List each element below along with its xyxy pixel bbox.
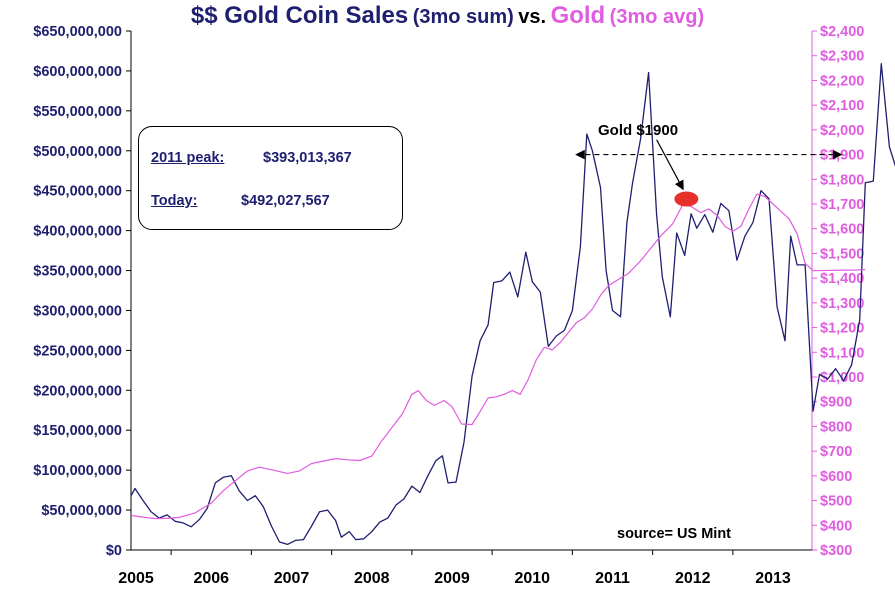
left-tick-label: $0 [106,543,122,559]
x-tick-label: 2008 [354,570,390,587]
left-tick-label: $650,000,000 [33,24,122,40]
chart-title: $$ Gold Coin Sales (3mo sum) vs. Gold (3… [0,2,895,30]
right-tick-label: $600 [820,469,852,485]
x-tick-label: 2012 [675,570,711,587]
right-tick-label: $300 [820,543,852,559]
right-tick-label: $2,000 [820,123,864,139]
gold-peak-marker [674,191,699,207]
right-tick-label: $1,100 [820,345,864,361]
peak-label: 2011 peak: [151,150,225,166]
x-tick-label: 2007 [274,570,310,587]
left-tick-label: $300,000,000 [33,303,122,319]
right-tick-label: $2,400 [820,24,864,40]
left-tick-label: $450,000,000 [33,184,122,200]
gold-1900-annotation: Gold $1900 [598,122,679,139]
today-value: $492,027,567 [241,193,330,209]
right-tick-label: $400 [820,518,852,534]
x-tick-label: 2005 [118,570,154,587]
right-tick-label: $1,700 [820,197,864,213]
title-sales: $$ Gold Coin Sales [190,2,409,29]
annotation-layer [575,139,843,207]
left-tick-label: $400,000,000 [33,224,122,240]
left-tick-label: $550,000,000 [33,104,122,120]
left-axis: $0 $50,000,000 $100,000,000 $150,000,000 $20… [33,24,132,559]
today-label: Today: [151,193,198,209]
right-tick-label: $2,100 [820,98,864,114]
series-layer [130,63,895,546]
source-note: source= US Mint [617,526,732,542]
right-axis: $300$400$500$600$700$800$900$1,000$1,100… [811,24,864,559]
left-tick-label: $150,000,000 [33,423,122,439]
right-tick-label: $1,300 [820,296,864,312]
left-tick-label: $200,000,000 [33,383,122,399]
x-tick-label: 2009 [434,570,470,587]
series-line-gold [130,193,866,520]
x-tick-label: 2013 [755,570,791,587]
peak-value: $393,013,367 [263,150,352,166]
right-tick-label: $800 [820,419,852,435]
info-box: 2011 peak: $393,013,367 Today: $492,027,… [138,126,403,230]
title-sales-sub: (3mo sum) [412,6,514,28]
right-tick-label: $900 [820,395,852,411]
left-tick-label: $600,000,000 [33,64,122,80]
title-gold-sub: (3mo avg) [609,6,705,28]
right-tick-label: $700 [820,444,852,460]
right-tick-label: $1,500 [820,246,864,262]
right-tick-label: $1,400 [820,271,864,287]
x-tick-label: 2010 [514,570,550,587]
left-tick-label: $350,000,000 [33,264,122,280]
left-tick-label: $50,000,000 [41,503,122,519]
right-tick-label: $1,600 [820,222,864,238]
right-tick-label: $500 [820,494,852,510]
right-tick-label: $2,300 [820,49,864,65]
right-tick-label: $1,200 [820,321,864,337]
x-tick-label: 2011 [595,570,630,587]
right-tick-label: $1,900 [820,148,864,164]
x-tick-label: 2006 [193,570,229,587]
title-gold: Gold [550,2,606,29]
left-tick-label: $500,000,000 [33,144,122,160]
x-axis: 2005 2006 2007 2008 2009 2010 2011 2012 2013 [118,549,812,587]
right-tick-label: $1,800 [820,172,864,188]
right-tick-label: $2,200 [820,73,864,89]
gold-peak-arrow [656,139,684,191]
series-line-coin-sales [130,63,895,546]
left-tick-label: $250,000,000 [33,343,122,359]
left-tick-label: $100,000,000 [33,463,122,479]
title-vs: vs. [518,6,547,28]
